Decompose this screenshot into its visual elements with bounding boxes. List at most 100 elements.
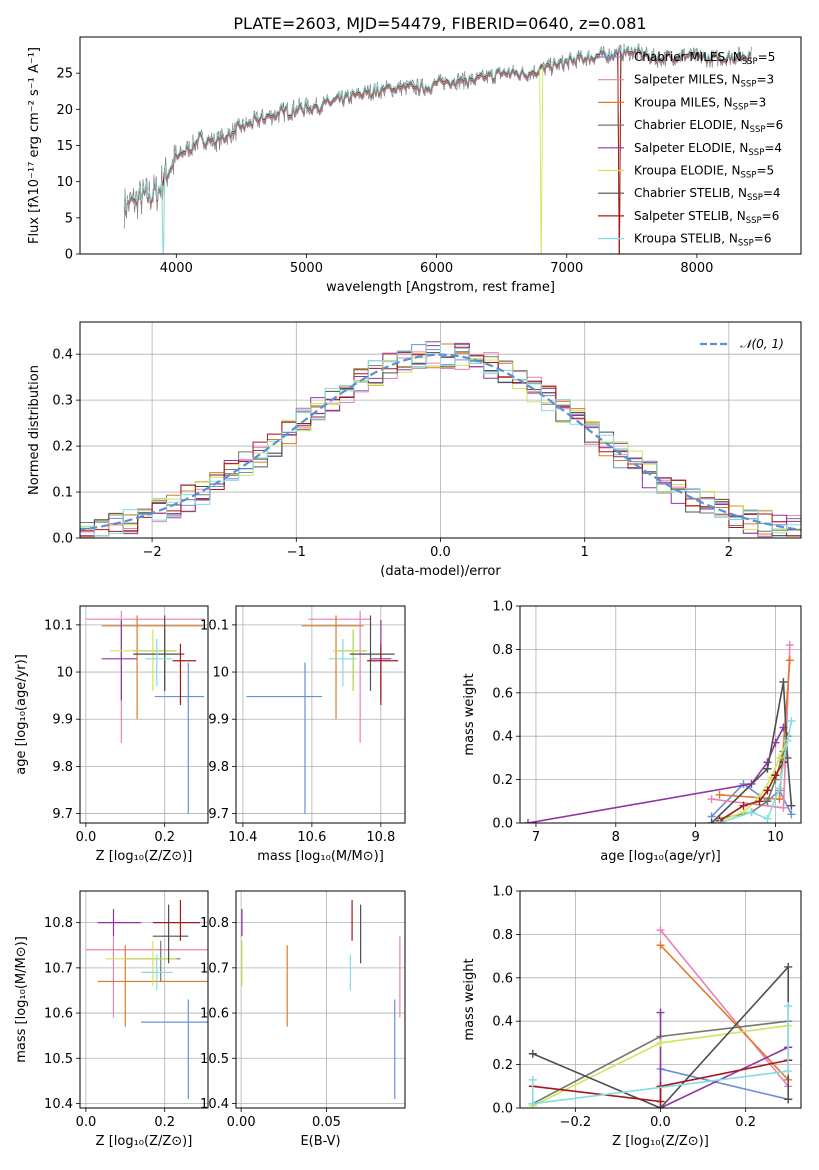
y-tick-label: 10.8 [200, 916, 229, 931]
weight-marker-chabrier-stelib [787, 801, 796, 810]
plot-area-weight-vs-age [520, 606, 801, 823]
panels: 4000 5000 6000 7000 8000 0 5 10 15 20 25 wavelength… [14, 36, 802, 1149]
plot-area-spectrum [123, 43, 752, 254]
legend-entry: Kroupa STELIB, NSSP=6 [634, 232, 772, 249]
y-tick-label: 10.4 [44, 1097, 73, 1112]
legend-entry: Salpeter MILES, NSSP=3 [634, 73, 774, 90]
legend-main: Chabrier MILES, N [634, 50, 742, 64]
legend-tail: =3 [756, 73, 774, 87]
y-tick-label: 10 [56, 666, 73, 681]
legend-tail: =6 [766, 118, 784, 132]
weight-line-salpeter-miles [659, 929, 789, 1087]
weight-marker-salpeter-stelib [656, 1097, 665, 1106]
weight-marker-chabrier-stelib [707, 819, 716, 823]
panel-residuals: −2 −1 0.0 1 2 0.0 0.1 0.2 0.3 0.4 (data-model)/err… [27, 321, 802, 579]
legend-entry: Kroupa MILES, NSSP=3 [634, 95, 766, 112]
legend-sub: SSP [746, 216, 762, 226]
x-tick-label: 10.4 [228, 830, 257, 845]
x-tick-label: 2 [725, 545, 733, 560]
weight-marker-chabrier-stelib [528, 1049, 537, 1058]
weight-marker-kroupa-stelib [784, 1002, 793, 1011]
x-axis-label: age [log₁₀(age/yr)] [600, 849, 721, 864]
weight-marker-salpeter-stelib [755, 797, 764, 806]
axes-frame [519, 605, 802, 824]
y-tick-label: 10.7 [44, 961, 73, 976]
legend-entry: Chabrier ELODIE, NSSP=6 [634, 118, 783, 135]
y-axis-label: mass weight [462, 958, 477, 1040]
weight-line-kroupa-elodie [719, 740, 789, 822]
y-tick-label: 0.0 [52, 532, 73, 547]
y-tick-label: 0.2 [52, 440, 73, 455]
axes-frame [79, 605, 209, 824]
y-tick-label: 0.8 [492, 928, 513, 943]
y-tick-label: 1.0 [492, 885, 513, 900]
y-tick-label: 0.2 [492, 1058, 513, 1073]
x-axis-label: (data-model)/error [380, 564, 501, 579]
weight-marker-kroupa-stelib [528, 1075, 537, 1084]
plot-area-age-vs-Z [80, 606, 208, 823]
x-axis-label: Z [log₁₀(Z/Z⊙)] [612, 1134, 709, 1149]
y-tick-label: 20 [56, 103, 73, 118]
panel-mass-vs-EBV: 0.00 0.05 10.4 10.5 10.6 10.7 10.8 E(B-V) [200, 890, 406, 1149]
x-axis-label: wavelength [Angstrom, rest frame] [326, 280, 555, 295]
y-tick-label: 1.0 [492, 600, 513, 615]
y-tick-label: 15 [56, 139, 73, 154]
y-tick-label: 10.1 [44, 618, 73, 633]
weight-marker-kroupa-elodie [656, 1038, 665, 1047]
y-tick-label: 10 [56, 175, 73, 190]
legend-entry: Chabrier MILES, NSSP=5 [634, 50, 775, 67]
legend-main: Salpeter ELODIE, N [634, 141, 748, 155]
legend-sub: SSP [741, 171, 757, 181]
y-tick-label: 9.8 [208, 760, 229, 775]
y-axis-label: mass weight [462, 673, 477, 755]
x-tick-label: 6000 [420, 261, 453, 276]
x-tick-label: −0.2 [560, 1115, 592, 1130]
y-axis-label: age [log₁₀(age/yr)] [14, 654, 29, 775]
weight-marker-salpeter-miles [656, 926, 665, 935]
plot-area-mass-vs-Z [80, 891, 208, 1108]
y-tick-label: 0.6 [492, 971, 513, 986]
y-tick-label: 0.8 [492, 643, 513, 658]
x-tick-label: 10 [767, 830, 784, 845]
y-tick-label: 9.7 [208, 807, 229, 822]
y-tick-label: 25 [56, 67, 73, 82]
y-tick-label: 10 [212, 666, 229, 681]
y-tick-label: 10.6 [200, 1007, 229, 1022]
y-tick-label: 10.1 [200, 618, 229, 633]
x-axis-label: Z [log₁₀(Z/Z⊙)] [96, 1134, 193, 1149]
legend-tail: =6 [762, 209, 780, 223]
y-tick-label: 9.8 [52, 760, 73, 775]
panel-weight-vs-age: 7 8 9 10 0.0 0.2 0.4 0.6 0.8 1.0 age [log₁₀(age/yr… [462, 600, 802, 864]
plot-area-mass-vs-EBV [236, 891, 405, 1108]
x-axis-label: Z [log₁₀(Z/Z⊙)] [96, 849, 193, 864]
x-tick-label: 0.00 [227, 1115, 256, 1130]
weight-marker-kroupa-stelib [783, 736, 792, 745]
x-tick-label: 5000 [290, 261, 323, 276]
legend-main: Kroupa MILES, N [634, 95, 733, 109]
x-tick-label: 7000 [550, 261, 583, 276]
legend-entry: Salpeter ELODIE, NSSP=4 [634, 141, 782, 158]
weight-marker-salpeter-stelib [739, 801, 748, 810]
x-tick-label: 0.0 [76, 830, 97, 845]
weight-marker-salpeter-elodie [656, 1008, 665, 1017]
x-tick-label: 0.0 [650, 1115, 671, 1130]
x-tick-label: 8000 [680, 261, 713, 276]
x-tick-label: 7 [532, 830, 540, 845]
panel-weight-vs-Z: −0.2 0.0 0.2 0.0 0.2 0.4 0.6 0.8 1.0 Z [log₁₀(Z/Z… [462, 885, 802, 1149]
x-tick-label: −2 [143, 545, 162, 560]
y-tick-label: 10.5 [44, 1052, 73, 1067]
legend-main: Kroupa ELODIE, N [634, 164, 741, 178]
axes-frame [235, 605, 406, 824]
legend-main: Kroupa STELIB, N [634, 232, 738, 246]
figure-title: PLATE=2603, MJD=54479, FIBERID=0640, z=0… [233, 14, 646, 33]
weight-marker-kroupa-stelib [787, 717, 796, 726]
weight-marker-chabrier-miles [739, 779, 748, 788]
axes-frame [79, 321, 802, 539]
weight-marker-kroupa-elodie [775, 753, 784, 762]
legend-main: Chabrier ELODIE, N [634, 118, 750, 132]
legend-sub: SSP [741, 80, 757, 90]
y-tick-label: 9.9 [208, 713, 229, 728]
legend-sub: SSP [742, 57, 758, 67]
panel-age-vs-mass: 10.4 10.6 10.8 9.7 9.8 9.9 10 10.1 mass [log₁₀(M… [200, 605, 406, 864]
weight-marker-chabrier-stelib [784, 1095, 793, 1104]
